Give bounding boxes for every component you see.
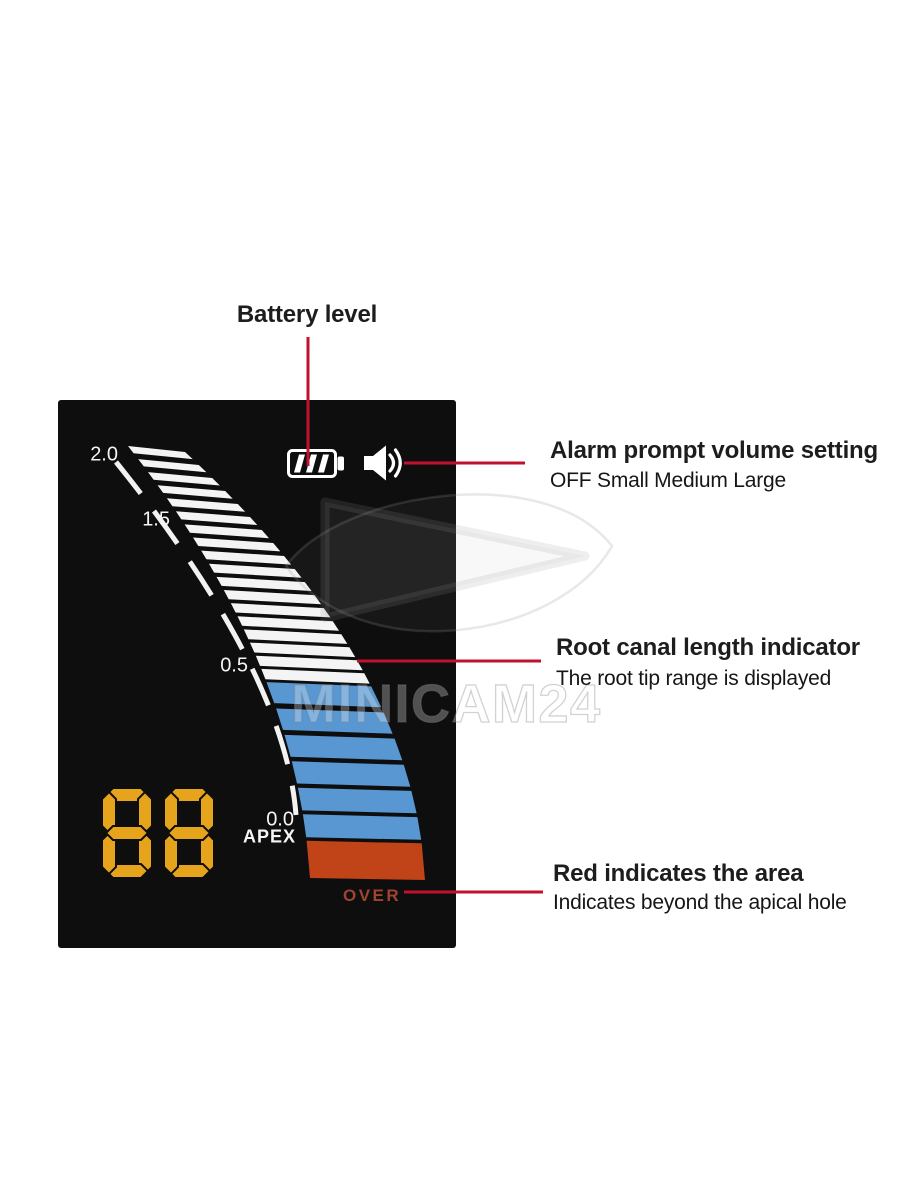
scale-label-2-0: 2.0 bbox=[90, 443, 118, 466]
scale-label-0-5: 0.5 bbox=[220, 654, 248, 677]
battery-level-label: Battery level bbox=[236, 301, 378, 328]
over-area-title: Red indicates the area bbox=[553, 860, 804, 887]
scale-label-0-0: 0.0 bbox=[266, 808, 294, 831]
root-canal-subtitle: The root tip range is displayed bbox=[556, 667, 832, 690]
apex-label: APEX bbox=[242, 826, 296, 847]
alarm-volume-title: Alarm prompt volume setting bbox=[550, 437, 878, 464]
scale-label-1-5: 1.5 bbox=[142, 508, 170, 531]
over-area-subtitle: Indicates beyond the apical hole bbox=[553, 891, 847, 914]
over-label: OVER bbox=[343, 886, 402, 905]
lcd-panel bbox=[58, 400, 456, 948]
alarm-volume-subtitle: OFF Small Medium Large bbox=[550, 469, 787, 492]
root-canal-title: Root canal length indicator bbox=[556, 634, 860, 661]
